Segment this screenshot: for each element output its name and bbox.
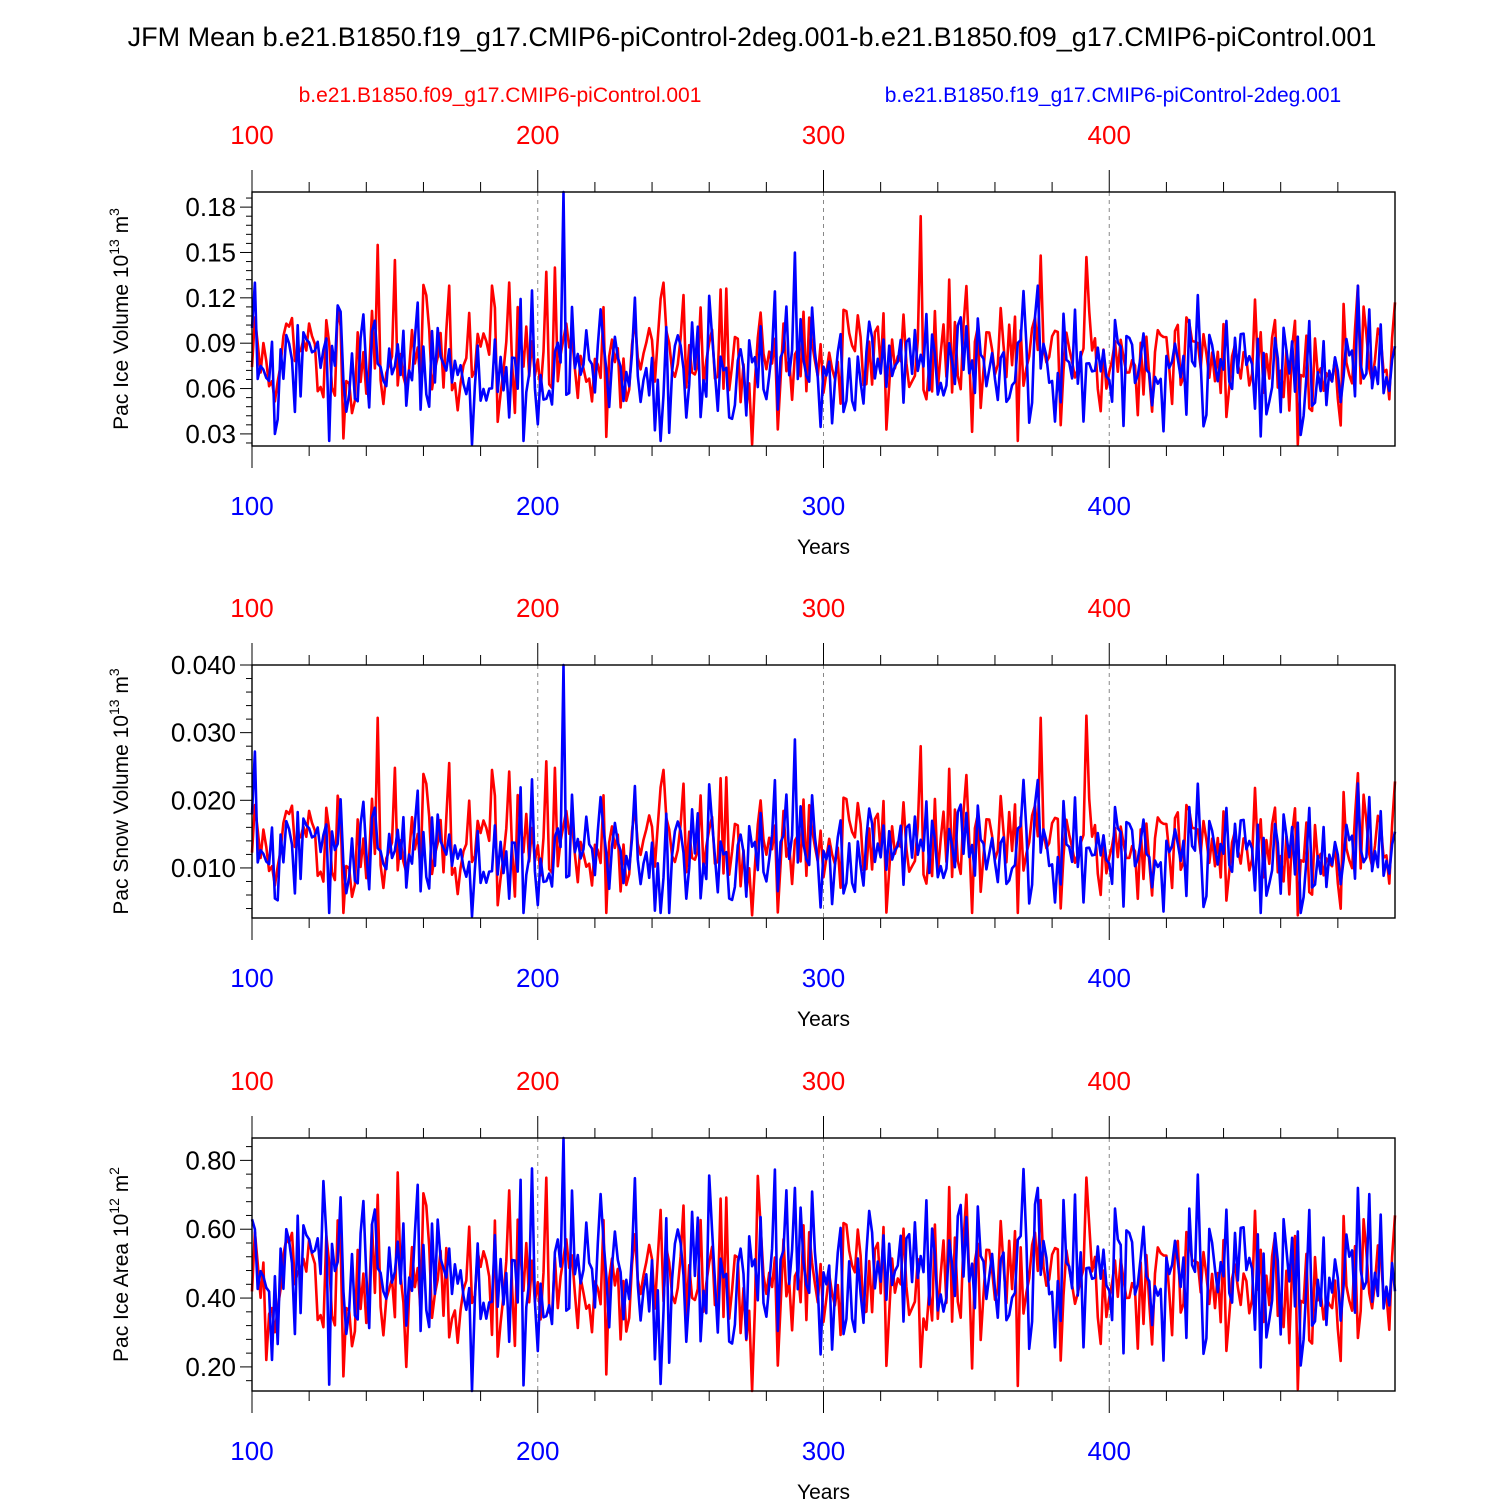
x-tick-label-bottom: 100: [230, 963, 273, 993]
y-tick-label: 0.09: [185, 328, 236, 358]
x-tick-label-bottom: 300: [802, 491, 845, 521]
x-tick-label-top: 300: [802, 593, 845, 623]
y-axis-label: Pac Ice Volume 1013 m3: [106, 208, 133, 430]
x-tick-label-top: 300: [802, 120, 845, 150]
ice-volume-series-blue: [250, 190, 1397, 446]
y-label-unit-exponent: 3: [106, 668, 122, 676]
x-tick-label-bottom: 300: [802, 1436, 845, 1466]
y-label-unit: m: [110, 1175, 133, 1198]
y-label-unit: m: [110, 676, 133, 699]
y-label-unit-exponent: 3: [106, 208, 122, 216]
y-tick-label: 0.18: [185, 192, 236, 222]
x-tick-label-bottom: 100: [230, 491, 273, 521]
x-tick-label-bottom: 100: [230, 1436, 273, 1466]
ice-area-series-blue: [250, 1136, 1397, 1393]
x-tick-label-top: 200: [516, 120, 559, 150]
y-label-exponent: 13: [106, 699, 122, 715]
y-tick-label: 0.040: [171, 650, 236, 680]
x-tick-label-bottom: 200: [516, 491, 559, 521]
y-label-text: Pac Ice Area 10: [110, 1214, 133, 1362]
snow-volume-series-red: [250, 714, 1397, 917]
x-tick-label-bottom: 200: [516, 1436, 559, 1466]
x-tick-label-top: 300: [802, 1066, 845, 1096]
ice-area-series-red: [250, 1171, 1397, 1393]
x-tick-label-bottom: 400: [1088, 963, 1131, 993]
x-tick-label-bottom: 200: [516, 963, 559, 993]
y-tick-label: 0.80: [185, 1145, 236, 1175]
snow-volume-series-blue: [250, 663, 1397, 918]
x-tick-label-top: 200: [516, 1066, 559, 1096]
y-tick-label: 0.12: [185, 283, 236, 313]
y-axis-label: Pac Snow Volume 1013 m3: [106, 668, 133, 915]
x-tick-label-top: 100: [230, 1066, 273, 1096]
x-axis-label: Years: [797, 536, 850, 559]
y-tick-label: 0.03: [185, 419, 236, 449]
y-tick-label: 0.020: [171, 785, 236, 815]
y-label-unit: m: [110, 216, 133, 239]
x-tick-label-bottom: 400: [1088, 491, 1131, 521]
x-tick-label-top: 100: [230, 120, 273, 150]
y-tick-label: 0.010: [171, 853, 236, 883]
y-tick-label: 0.40: [185, 1283, 236, 1313]
x-tick-label-top: 200: [516, 593, 559, 623]
x-tick-label-bottom: 300: [802, 963, 845, 993]
x-tick-label-top: 400: [1088, 1066, 1131, 1096]
y-label-text: Pac Ice Volume 10: [110, 255, 133, 430]
x-tick-label-bottom: 400: [1088, 1436, 1131, 1466]
y-tick-label: 0.20: [185, 1352, 236, 1382]
y-axis-label: Pac Ice Area 1012 m2: [106, 1167, 133, 1362]
x-axis-label: Years: [797, 1008, 850, 1031]
x-tick-label-top: 400: [1088, 120, 1131, 150]
y-tick-label: 0.030: [171, 718, 236, 748]
x-tick-label-top: 100: [230, 593, 273, 623]
y-label-unit-exponent: 2: [106, 1167, 122, 1175]
figure-title: JFM Mean b.e21.B1850.f19_g17.CMIP6-piCon…: [128, 22, 1377, 52]
y-label-text: Pac Snow Volume 10: [110, 715, 133, 915]
legend-red-case: b.e21.B1850.f09_g17.CMIP6-piControl.001: [299, 84, 702, 107]
y-tick-label: 0.15: [185, 237, 236, 267]
ice-volume-panel: 0.03 0.06 0.09 0.12 0.15 0.18 100 100 200 200 300 3…: [106, 120, 1397, 559]
ice-area-panel: 0.20 0.40 0.60 0.80 100 100 200 200 300 300 400 400…: [106, 1066, 1397, 1500]
legend-blue-case: b.e21.B1850.f19_g17.CMIP6-piControl-2deg…: [885, 84, 1341, 107]
y-tick-label: 0.60: [185, 1214, 236, 1244]
y-label-exponent: 13: [106, 239, 122, 255]
x-axis-label: Years: [797, 1481, 850, 1500]
y-tick-label: 0.06: [185, 374, 236, 404]
snow-volume-panel: 0.010 0.020 0.030 0.040 100 100 200 200 300 300 40…: [106, 593, 1397, 1031]
chart-panels: 0.03 0.06 0.09 0.12 0.15 0.18 100 100 200 200 300 3…: [106, 120, 1397, 1500]
y-label-exponent: 12: [106, 1198, 122, 1214]
x-tick-label-top: 400: [1088, 593, 1131, 623]
